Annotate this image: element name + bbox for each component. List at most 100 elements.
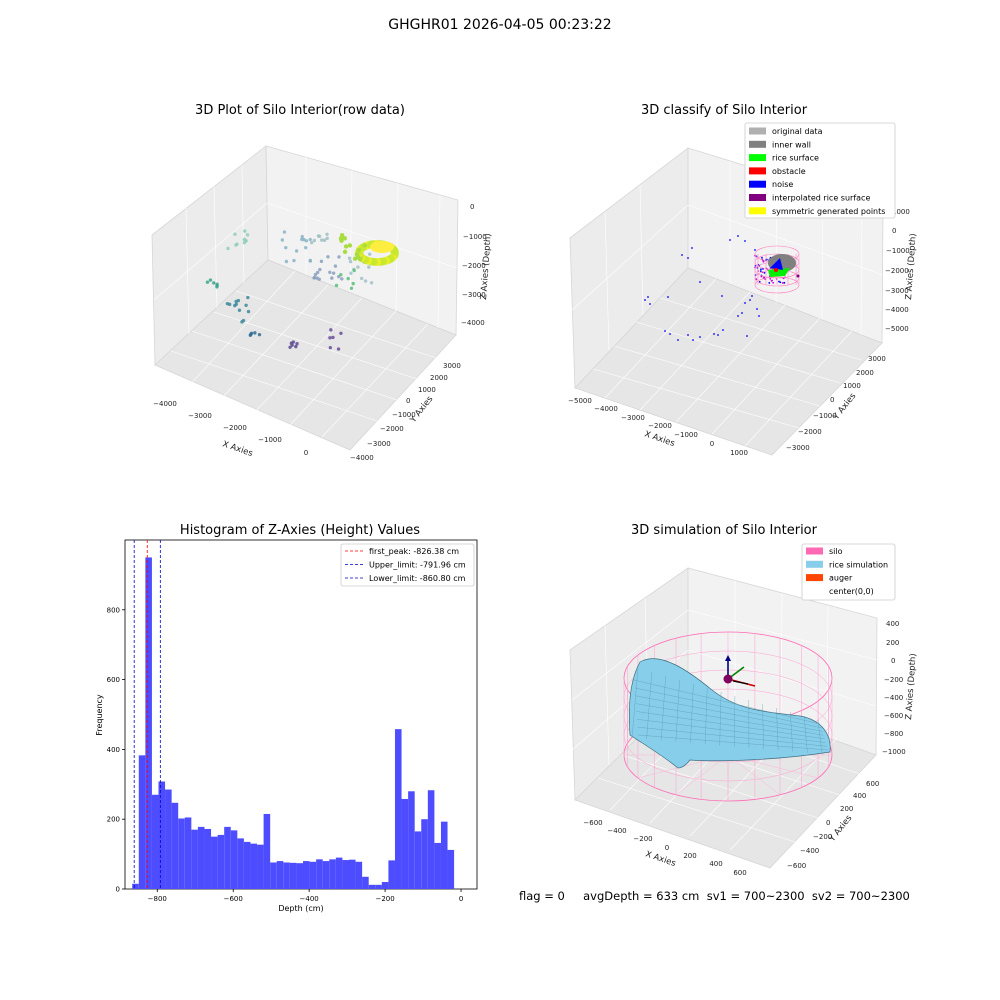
histogram-bar [447, 849, 455, 889]
histogram-bar [145, 557, 152, 889]
raw-point [236, 298, 241, 303]
sim-x-tick: 200 [683, 852, 696, 860]
raw-point [205, 280, 210, 284]
raw-point [339, 273, 343, 277]
raw-z-tick: −3000 [462, 291, 486, 299]
histogram-bar [257, 844, 264, 889]
histogram-bar [408, 791, 415, 889]
raw-point [288, 345, 292, 349]
histogram-y-tick-label: 600 [107, 676, 120, 684]
noise-point [755, 278, 758, 280]
classify-legend: original data inner wall rice surface obsta… [744, 122, 896, 219]
raw-point [346, 276, 350, 281]
noise-point [644, 299, 646, 301]
raw-point [349, 286, 354, 291]
raw-point [243, 229, 247, 233]
raw-point [300, 234, 304, 239]
sim-y-label: Y Axies [827, 813, 855, 845]
histogram-bar [375, 884, 382, 889]
histogram-y-tick-label: 200 [107, 816, 120, 824]
noise-point [779, 281, 782, 284]
histogram-x-ticks: −800 −600 −400 −200 0 [148, 889, 463, 903]
raw-point [334, 283, 339, 288]
noise-point [783, 281, 786, 284]
raw-point [337, 255, 341, 259]
classify-x-tick: 0 [710, 440, 714, 448]
histogram-bar [165, 789, 172, 889]
histogram-bar [394, 729, 402, 889]
simulation-plot-title: 3D simulation of Silo Interior [631, 523, 817, 538]
classify-plot-title: 3D classify of Silo Interior [640, 103, 808, 118]
mesh-line [790, 711, 793, 752]
raw-surface-highlight [370, 241, 394, 253]
mesh-line [636, 719, 826, 743]
noise-point [758, 281, 761, 283]
raw-z-tick: −1000 [463, 233, 487, 241]
noise-point [687, 334, 689, 336]
histogram-bar [309, 861, 317, 889]
classify-z-tick: −3000 [885, 287, 909, 295]
classify-y-tick: 3000 [868, 355, 886, 363]
sim-x-tick: 400 [709, 860, 722, 868]
raw-point [328, 270, 332, 275]
histogram-y-tick-label: 0 [116, 886, 120, 894]
classify-y-tick: 0 [830, 396, 834, 404]
raw-point [330, 276, 334, 280]
classify-x-tick: −2000 [648, 422, 672, 430]
raw-point [309, 240, 314, 245]
raw-x-tick: −1000 [258, 436, 282, 444]
raw-point [308, 237, 312, 242]
raw-point [319, 259, 324, 264]
histogram-bar [335, 857, 343, 889]
mesh-line [634, 687, 822, 728]
histogram-x-label: Depth (cm) [278, 904, 323, 913]
histogram-legend-label: first_peak: -826.38 cm [369, 547, 459, 556]
histogram-bar [230, 830, 238, 889]
sim-y-tick: −200 [813, 833, 832, 841]
noise-point [669, 333, 671, 335]
classify-z-label: Z Axies (Depth) [904, 233, 919, 300]
sim-x-tick: −400 [607, 827, 626, 835]
raw-point-cloud [205, 229, 399, 351]
legend-label: original data [772, 127, 823, 136]
noise-point [768, 282, 771, 284]
raw-y-tick: 1000 [418, 386, 436, 394]
sim-z-tick: 400 [886, 620, 899, 628]
noise-point [729, 239, 731, 241]
histogram-bar [434, 842, 441, 889]
raw-point [339, 331, 343, 335]
mesh-line [637, 726, 827, 747]
classify-y-tick: −1000 [813, 412, 837, 420]
mesh-line [719, 691, 722, 746]
raw-point [294, 344, 298, 349]
histogram-bar [151, 794, 159, 889]
histogram-bar [132, 883, 139, 889]
rice-surface [768, 268, 790, 277]
raw-point [282, 230, 287, 234]
raw-point [328, 336, 332, 340]
noise-point [756, 308, 758, 310]
noise-point [692, 339, 694, 341]
raw-point [312, 238, 317, 243]
noise-point [763, 271, 766, 274]
mesh-line [635, 695, 823, 732]
raw-point [292, 258, 296, 263]
histogram-bar [342, 860, 349, 889]
legend-label: obstacle [772, 167, 806, 176]
legend-label: rice simulation [829, 560, 888, 569]
raw-point [215, 282, 219, 286]
raw-point [233, 232, 237, 236]
center-marker [723, 674, 733, 684]
noise-point [687, 257, 689, 259]
sim-z-tick: 200 [886, 639, 899, 647]
raw-point [343, 244, 349, 249]
raw-y-tick: 0 [406, 397, 410, 405]
classify-x-label: X Axies [643, 429, 676, 449]
raw-point [308, 259, 313, 263]
noise-point [691, 247, 693, 249]
noise-point [758, 315, 760, 317]
histogram-bar [427, 790, 435, 889]
legend-label: symmetric generated points [772, 207, 885, 216]
raw-point [315, 270, 320, 275]
